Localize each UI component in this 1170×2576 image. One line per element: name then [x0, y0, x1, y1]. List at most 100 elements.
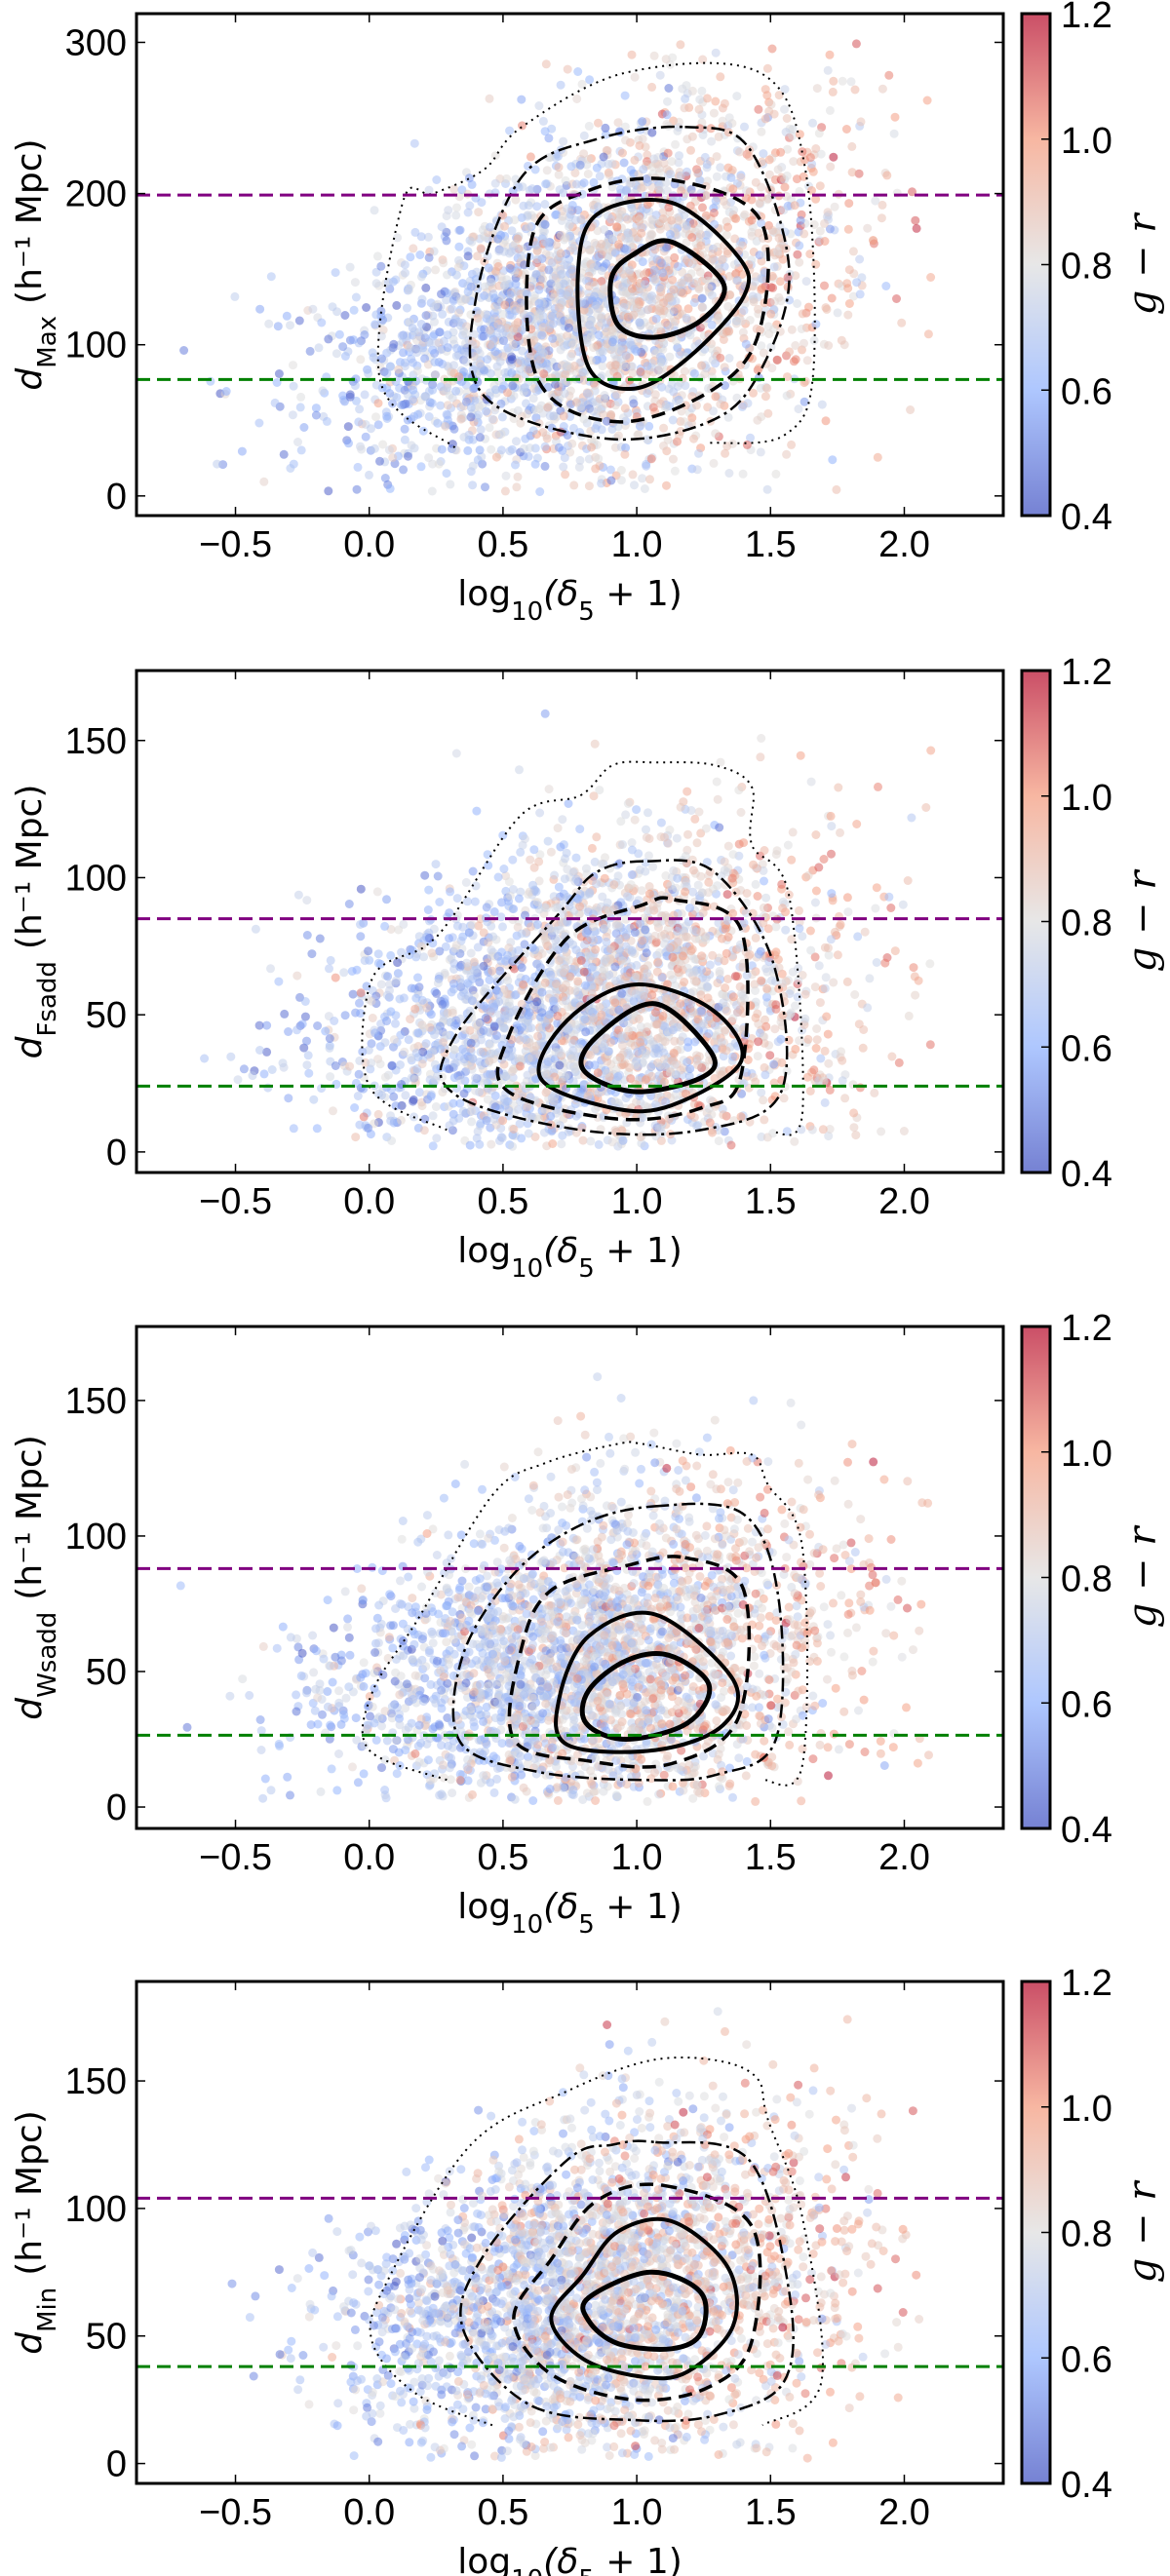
scatter-point [531, 241, 541, 250]
scatter-point [824, 950, 834, 960]
scatter-point [535, 808, 545, 818]
scatter-point [874, 782, 882, 791]
scatter-point [354, 417, 364, 427]
scatter-point [632, 303, 642, 313]
scatter-point [677, 278, 686, 288]
scatter-point [484, 263, 493, 273]
scatter-point [810, 952, 820, 962]
scatter-point [884, 70, 894, 80]
scatter-point [428, 1141, 438, 1151]
scatter-point [540, 200, 550, 209]
scatter-point [714, 1136, 723, 1146]
scatter-point [604, 252, 613, 261]
scatter-point [534, 309, 544, 319]
scatter-point [564, 323, 573, 332]
scatter-point [846, 77, 856, 87]
scatter-point [448, 1109, 458, 1119]
scatter-point [459, 433, 469, 442]
scatter-point [626, 340, 636, 350]
scatter-point [338, 391, 348, 401]
scatter-point [490, 178, 500, 188]
scatter-point [616, 466, 626, 475]
scatter-point [431, 265, 441, 275]
scatter-point [680, 103, 689, 113]
scatter-point [723, 412, 733, 422]
scatter-point [766, 309, 776, 319]
scatter-point [663, 293, 673, 303]
scatter-point [453, 262, 463, 272]
scatter-point [642, 461, 651, 471]
scatter-point [448, 304, 457, 314]
scatter-point [446, 887, 455, 897]
scatter-point [848, 247, 858, 256]
scatter-point [466, 948, 476, 958]
scatter-point [676, 288, 685, 297]
scatter-point [349, 335, 358, 345]
scatter-point [759, 149, 768, 159]
scatter-point [503, 388, 512, 398]
scatter-point [539, 369, 549, 379]
scatter-point [657, 258, 667, 268]
scatter-point [544, 134, 554, 143]
scatter-point [644, 882, 654, 891]
scatter-point [762, 484, 772, 494]
scatter-point [518, 346, 527, 356]
scatter-point [791, 1001, 800, 1011]
scatter-point [478, 225, 488, 235]
scatter-point [590, 281, 600, 290]
scatter-point [486, 315, 495, 325]
scatter-point [720, 865, 729, 875]
scatter-point [527, 276, 537, 286]
scatter-point [626, 276, 636, 286]
scatter-point [664, 384, 674, 394]
scatter-point [508, 381, 518, 391]
scatter-point [430, 370, 440, 380]
scatter-point [781, 128, 791, 136]
scatter-point [467, 1064, 477, 1074]
scatter-point [681, 94, 690, 103]
scatter-point [652, 967, 662, 977]
scatter-point [694, 224, 704, 234]
scatter-point [613, 422, 623, 432]
scatter-point [620, 91, 630, 100]
scatter-point [765, 1051, 775, 1060]
scatter-point [520, 260, 529, 270]
scatter-point [784, 1035, 794, 1045]
scatter-point [569, 481, 579, 490]
scatter-point [889, 129, 899, 138]
scatter-point [388, 453, 398, 462]
scatter-point [511, 239, 520, 249]
scatter-point [719, 1110, 728, 1120]
scatter-point [747, 215, 757, 225]
scatter-point [668, 415, 678, 425]
scatter-point [786, 1008, 796, 1018]
scatter-point [654, 948, 664, 957]
scatter-point [513, 405, 523, 415]
scatter-point [566, 411, 575, 421]
scatter-point [676, 40, 685, 50]
scatter-point [815, 226, 825, 236]
scatter-point [690, 814, 700, 824]
scatter-point [771, 850, 781, 860]
scatter-point [352, 965, 362, 975]
scatter-point [490, 151, 500, 161]
scatter-point [432, 175, 442, 184]
scatter-point [599, 410, 608, 420]
scatter-point [657, 382, 667, 392]
scatter-point [349, 305, 359, 315]
scatter-point [221, 387, 231, 396]
scatter-point [800, 397, 809, 406]
scatter-point [810, 982, 820, 992]
scatter-point [821, 416, 831, 426]
scatter-point [730, 234, 740, 244]
scatter-point [438, 1088, 448, 1097]
scatter-point [568, 340, 578, 350]
scatter-point [296, 392, 306, 402]
scatter-point [711, 392, 721, 402]
scatter-point [561, 369, 570, 379]
scatter-point [789, 357, 799, 366]
scatter-point [801, 277, 811, 287]
scatter-point [714, 313, 723, 323]
scatter-point [561, 470, 570, 480]
